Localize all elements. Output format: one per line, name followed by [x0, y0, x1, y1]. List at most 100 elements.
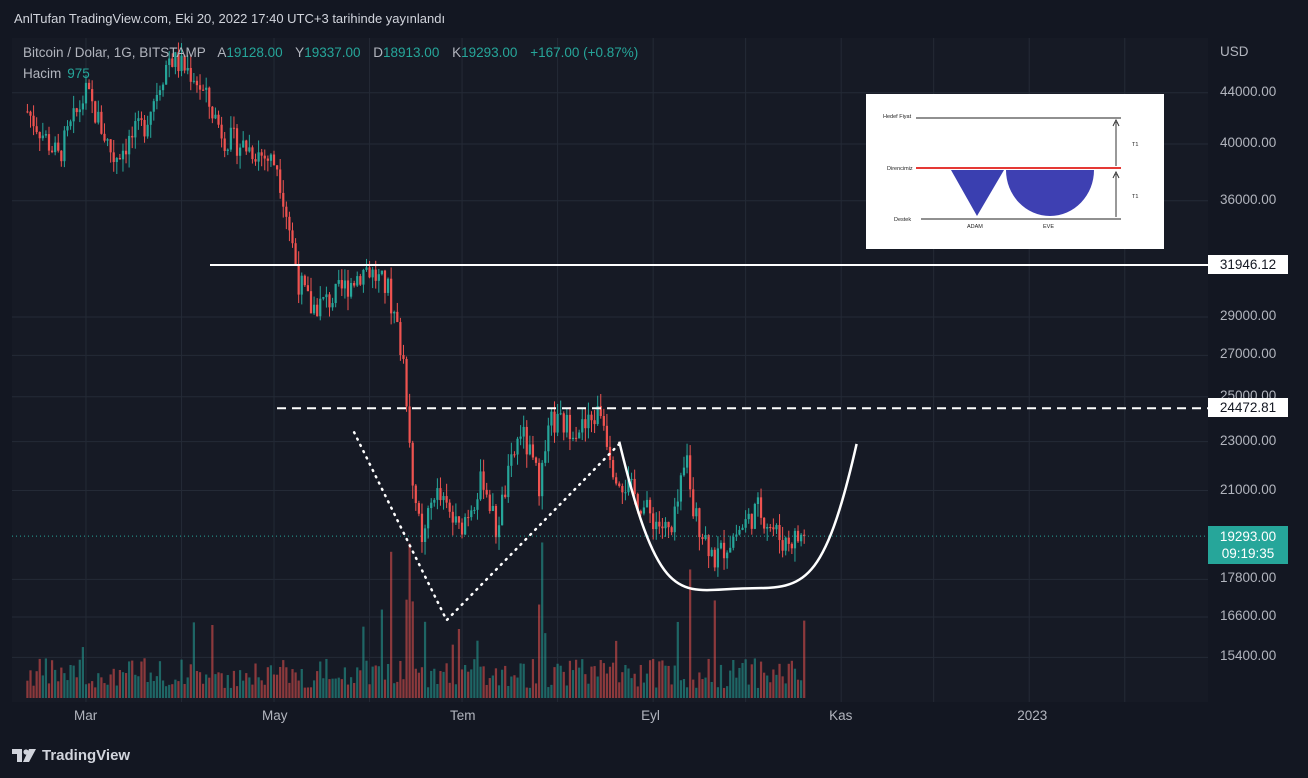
volume-bar — [467, 671, 470, 698]
volume-bar — [602, 663, 605, 698]
volume-bar — [211, 625, 214, 698]
candle-body — [457, 516, 461, 523]
candle-body — [519, 436, 522, 439]
candle-body — [353, 283, 356, 286]
volume-bar — [766, 675, 769, 698]
volume-bar — [744, 659, 747, 698]
candle-body — [134, 121, 137, 138]
volume-bar — [645, 673, 649, 698]
candle-body — [303, 275, 306, 286]
candle-body — [186, 67, 189, 71]
volume-bar — [371, 666, 374, 698]
candle-body — [479, 471, 482, 500]
volume-bar — [661, 660, 664, 698]
candle-body — [103, 133, 106, 141]
volume-bar — [322, 678, 325, 698]
candle-body — [189, 67, 192, 82]
candle-body — [482, 471, 485, 490]
candle-body — [32, 115, 35, 127]
candle-body — [655, 521, 658, 530]
volume-bar — [152, 681, 155, 698]
volume-bar — [192, 622, 195, 698]
volume-bar — [35, 671, 38, 698]
volume-bar — [460, 669, 464, 698]
volume-bar — [621, 672, 624, 698]
candle-body — [803, 534, 806, 537]
volume-bar — [285, 667, 288, 698]
candle-body — [143, 119, 146, 137]
volume-bar — [180, 659, 183, 698]
volume-bar — [205, 674, 208, 698]
volume-bar — [374, 665, 377, 698]
volume-bar — [741, 662, 744, 698]
volume-bar — [291, 669, 294, 698]
volume-bar — [75, 677, 78, 698]
volume-bar — [504, 665, 507, 698]
candle-body — [621, 486, 624, 493]
volume-bar — [235, 686, 239, 698]
candle-body — [272, 154, 276, 166]
volume-bar — [587, 683, 590, 698]
open-value: 19128.00 — [226, 45, 283, 60]
volume-bar — [716, 687, 719, 698]
candle-body — [254, 159, 257, 162]
volume-bar — [44, 658, 48, 698]
candle-body — [448, 502, 451, 512]
candle-body — [454, 516, 457, 523]
candle-body — [60, 150, 63, 162]
candle-body — [75, 108, 78, 113]
volume-bar — [664, 665, 667, 698]
candle-body — [251, 147, 254, 160]
volume-bar — [479, 666, 482, 698]
candle-body — [534, 457, 538, 463]
volume-bar — [528, 687, 531, 698]
candle-body — [285, 206, 288, 217]
volume-bar — [433, 668, 436, 698]
candle-body — [365, 267, 368, 270]
volume-bar — [306, 687, 310, 698]
candle-body — [109, 139, 112, 153]
volume-bar — [464, 664, 467, 698]
support-label: Destek — [894, 217, 911, 223]
volume-bar — [390, 551, 393, 698]
volume-bar — [655, 687, 658, 698]
volume-bar — [442, 671, 445, 698]
candle-body — [316, 304, 319, 317]
candle-body — [744, 519, 747, 528]
last-price-value: 19293.00 — [1219, 529, 1277, 545]
candle-body — [312, 304, 316, 314]
candle-body — [556, 413, 559, 433]
candle-body — [531, 444, 535, 458]
currency-label: USD — [1220, 44, 1249, 59]
volume-bar — [541, 542, 544, 698]
candle-body — [516, 438, 519, 455]
volume-bar — [140, 661, 143, 698]
time-axis[interactable]: Mar May Tem Eyl Kas 2023 — [12, 702, 1208, 730]
volume-bar — [707, 658, 710, 698]
volume-bar — [405, 599, 408, 698]
candle-body — [719, 542, 723, 549]
candle-body — [599, 406, 602, 416]
candle-body — [559, 413, 562, 415]
time-tick-label: Kas — [829, 708, 853, 723]
open-label: A — [217, 45, 227, 60]
candle-body — [100, 111, 103, 134]
volume-bar — [223, 687, 226, 698]
volume-bar — [470, 669, 473, 698]
candle-body — [417, 503, 420, 514]
volume-bar — [399, 660, 402, 698]
volume-bar — [630, 678, 633, 698]
volume-bar — [584, 674, 587, 698]
pattern-diagram: Hedef Fiyat Direncimiz Destek ADAM EVE T… — [883, 114, 1138, 230]
volume-bar — [84, 684, 88, 698]
time-tick-label: 2023 — [1017, 708, 1048, 723]
candle-body — [658, 521, 661, 527]
candle-body — [445, 496, 448, 503]
volume-bar — [726, 686, 729, 698]
candle-body — [340, 280, 343, 289]
symbol-title: Bitcoin / Dolar, 1G, BITSTAMP — [23, 45, 206, 60]
candle-body — [331, 303, 334, 308]
candle-body — [171, 58, 174, 67]
price-chart[interactable] — [12, 38, 1208, 702]
price-axis[interactable]: USD 44000.00 40000.00 36000.00 29000.00 2700… — [1208, 38, 1308, 702]
